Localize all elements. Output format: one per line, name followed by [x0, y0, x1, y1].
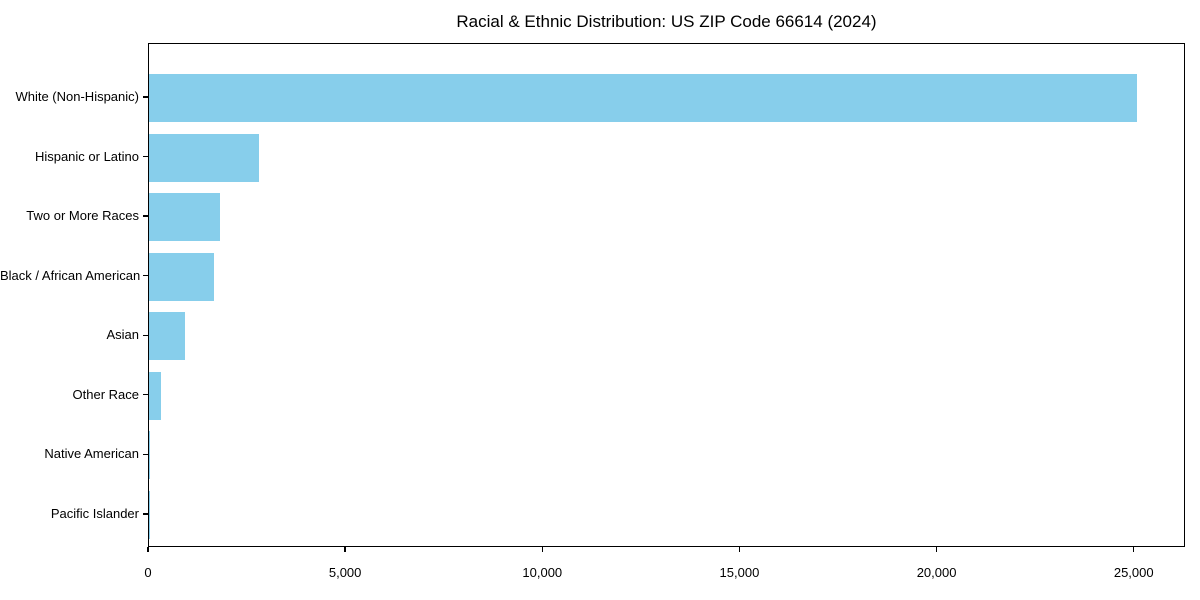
bar-other-race	[149, 371, 161, 420]
x-tick-label: 20,000	[916, 565, 957, 580]
y-tick	[143, 394, 148, 396]
bar-black-african-american	[149, 252, 214, 301]
y-tick	[143, 453, 148, 456]
y-tick-label: Asian	[106, 327, 139, 343]
chart-title: Racial & Ethnic Distribution: US ZIP Cod…	[456, 12, 877, 31]
y-tick-label: Other Race	[72, 386, 139, 402]
bar-hispanic-or-latino	[149, 133, 260, 182]
x-tick-label: 5,000	[328, 565, 362, 580]
y-tick	[143, 155, 148, 158]
y-tick-label: Pacific Islander	[50, 505, 139, 521]
bar-native-american	[149, 431, 150, 480]
y-tick-label: Two or More Races	[26, 208, 139, 224]
x-tick	[935, 547, 938, 552]
x-tick	[1133, 547, 1135, 552]
y-tick	[143, 334, 148, 336]
x-tick	[344, 547, 346, 552]
bar-asian	[149, 312, 185, 361]
x-tick	[147, 547, 149, 552]
y-tick-label: Native American	[44, 446, 139, 462]
bar-white-non-hispanic	[149, 74, 1137, 122]
x-tick-label: 10,000	[522, 565, 563, 580]
x-tick-label: 25,000	[1113, 565, 1154, 580]
y-tick-label: Black / African American	[0, 267, 141, 283]
x-tick	[738, 547, 741, 552]
x-tick	[541, 547, 543, 552]
bar-two-or-more-races	[149, 193, 220, 242]
y-tick-label: Hispanic or Latino	[34, 148, 139, 164]
y-tick	[143, 275, 148, 277]
plot-area	[148, 43, 1185, 547]
x-tick-label: 0	[144, 565, 152, 580]
y-tick-label: White (Non-Hispanic)	[15, 89, 139, 104]
x-tick-label: 15,000	[719, 565, 760, 580]
y-tick	[143, 96, 148, 98]
y-tick	[143, 513, 148, 515]
y-tick	[143, 215, 148, 217]
